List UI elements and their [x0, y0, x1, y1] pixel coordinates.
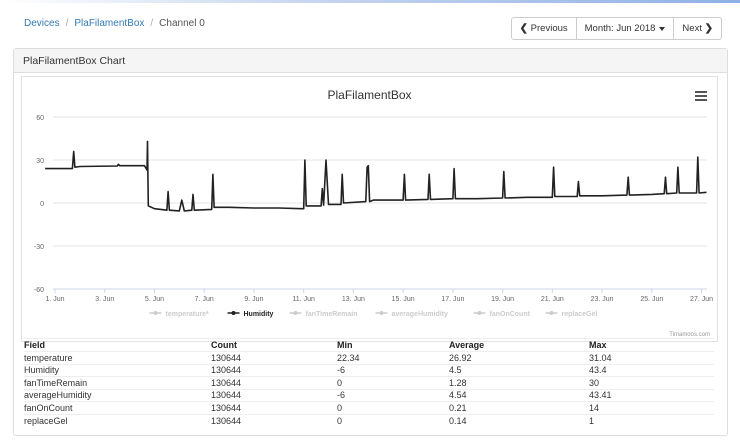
panel-title: PlaFilamentBox Chart: [14, 49, 727, 73]
table-header-cell: Average: [449, 338, 589, 352]
legend-item: fanOnCount: [490, 311, 531, 318]
table-cell: 0: [337, 413, 449, 427]
x-tick-label: 23. Jun: [591, 296, 614, 303]
top-accent-bar: [0, 0, 740, 3]
table-cell: -6: [337, 363, 449, 377]
legend-marker: [379, 311, 384, 315]
table-cell: 0.21: [449, 401, 589, 414]
legend-marker: [153, 311, 158, 315]
legend-item: temperature*: [166, 311, 209, 318]
chart-credits: Timamoos.com: [669, 332, 710, 338]
legend-marker: [231, 311, 236, 315]
table-cell: 14: [589, 401, 714, 414]
table-cell: fanTimeRemain: [24, 376, 211, 389]
breadcrumb: Devices / PlaFilamentBox / Channel 0: [24, 18, 205, 29]
table-header-cell: Max: [589, 338, 714, 352]
table-cell: Humidity: [24, 363, 211, 377]
breadcrumb-separator: /: [65, 18, 69, 29]
x-tick-label: 3. Jun: [95, 296, 114, 303]
legend-marker: [549, 311, 554, 315]
chevron-left-icon: ❮: [519, 23, 529, 34]
table-header-cell: Count: [211, 338, 337, 352]
table-cell: 26.92: [449, 351, 589, 364]
table-row: averageHumidity 130644 -6 4.54 43.41: [24, 388, 714, 402]
table-cell: 130644: [211, 351, 337, 364]
table-header-cell: Min: [337, 338, 449, 352]
table-cell: 43.41: [589, 388, 714, 402]
y-tick-label: 0: [40, 201, 44, 208]
x-tick-label: 1. Jun: [45, 296, 64, 303]
table-cell: 4.54: [449, 388, 589, 402]
chevron-right-icon: ❯: [704, 23, 713, 34]
next-label: Next: [682, 23, 702, 34]
x-tick-label: 19. Jun: [491, 296, 514, 303]
caret-down-icon: [659, 26, 666, 31]
month-navigation: ❮ Previous Month: Jun 2018 Next ❯: [510, 17, 722, 40]
table-cell: -6: [337, 388, 449, 402]
table-cell: 22.34: [337, 351, 449, 364]
series-line-humidity: [45, 140, 707, 212]
table-cell: 0: [337, 401, 449, 414]
x-tick-label: 13. Jun: [342, 296, 365, 303]
table-cell: 130644: [211, 363, 337, 377]
x-tick-label: 11. Jun: [292, 296, 315, 303]
chart-panel: PlaFilamentBox Chart PlaFilamentBox 60 30…: [13, 48, 728, 436]
table-cell: 130644: [211, 401, 337, 414]
x-tick-label: 9. Jun: [244, 296, 263, 303]
hamburger-menu-icon[interactable]: [695, 91, 707, 101]
y-tick-label: 30: [36, 158, 44, 165]
chart-container: PlaFilamentBox 60 30 0 -30 -60 1. Jun 3. Jun 5.…: [21, 76, 718, 342]
breadcrumb-channel: Channel 0: [159, 18, 205, 29]
y-tick-label: -30: [34, 244, 44, 251]
table-cell: 130644: [211, 376, 337, 389]
table-cell: 130644: [211, 413, 337, 427]
breadcrumb-devices[interactable]: Devices: [24, 18, 60, 29]
table-cell: 130644: [211, 388, 337, 402]
legend-item: averageHumidity: [392, 311, 449, 318]
table-row: Humidity 130644 -6 4.5 43.4: [24, 363, 714, 377]
previous-label: Previous: [530, 23, 568, 34]
table-cell: 1.28: [449, 376, 589, 389]
x-tick-label: 15. Jun: [392, 296, 415, 303]
table-cell: 43.4: [589, 363, 714, 377]
stats-table: Field Count Min Average Max temperature 13064…: [24, 338, 714, 427]
table-row: fanOnCount 130644 0 0.21 14: [24, 401, 714, 414]
x-tick-label: 21. Jun: [541, 296, 564, 303]
y-tick-label: -60: [34, 287, 44, 294]
x-tick-label: 5. Jun: [145, 296, 164, 303]
table-header-row: Field Count Min Average Max: [24, 338, 714, 352]
x-tick-label: 25. Jun: [640, 296, 663, 303]
table-cell: 31.04: [589, 351, 714, 364]
table-row: fanTimeRemain 130644 0 1.28 30: [24, 376, 714, 389]
line-chart: 60 30 0 -30 -601. Jun 3. Jun 5. Jun 7. Jun 9. Ju…: [34, 115, 713, 338]
month-dropdown[interactable]: Month: Jun 2018: [575, 17, 675, 40]
legend-item: replaceGel: [562, 311, 598, 318]
x-tick-label: 17. Jun: [441, 296, 464, 303]
month-label: Month: Jun 2018: [584, 23, 656, 34]
legend-marker: [477, 311, 482, 315]
table-cell: replaceGel: [24, 413, 211, 427]
legend-item: Humidity: [244, 311, 274, 318]
previous-button[interactable]: ❮ Previous: [510, 17, 577, 40]
y-tick-label: 60: [36, 115, 44, 122]
legend-item: fanTimeRemain: [306, 311, 358, 318]
chart-title: PlaFilamentBox: [327, 88, 412, 102]
table-cell: 0.14: [449, 413, 589, 427]
x-tick-label: 27. Jun: [690, 296, 713, 303]
breadcrumb-separator: /: [150, 18, 154, 29]
next-button[interactable]: Next ❯: [673, 17, 722, 40]
table-cell: temperature: [24, 351, 211, 364]
table-row: replaceGel 130644 0 0.14 1: [24, 413, 714, 427]
table-cell: fanOnCount: [24, 401, 211, 414]
table-cell: 1: [589, 413, 714, 427]
table-cell: 0: [337, 376, 449, 389]
legend-marker: [293, 311, 298, 315]
table-cell: 30: [589, 376, 714, 389]
x-tick-label: 7. Jun: [195, 296, 214, 303]
table-row: temperature 130644 22.34 26.92 31.04: [24, 351, 714, 364]
table-cell: averageHumidity: [24, 388, 211, 402]
breadcrumb-device[interactable]: PlaFilamentBox: [74, 18, 145, 29]
table-cell: 4.5: [449, 363, 589, 377]
table-header-cell: Field: [24, 338, 211, 352]
